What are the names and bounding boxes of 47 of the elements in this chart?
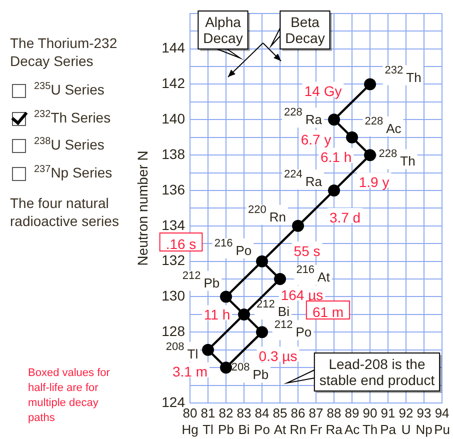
- text: The four natural radioactive series: [10, 194, 119, 229]
- annotation: 11 h: [204, 306, 230, 323]
- x-tick-label: 87 Fr: [308, 406, 324, 437]
- text: Boxed values for half-life are for multiple decay paths: [28, 366, 111, 426]
- x-tick-label: 88 Ra: [326, 406, 344, 437]
- y-tick-label: 142: [162, 75, 186, 92]
- x-tick-label: 83 Bi: [236, 406, 252, 437]
- annotation: .16 s: [166, 236, 196, 252]
- y-tick-label: 136: [162, 181, 186, 198]
- annotation: 228Ac: [364, 115, 402, 136]
- y-tick-label: 134: [162, 216, 186, 233]
- x-tick-label: 92 U: [398, 406, 414, 437]
- y-tick-label: 128: [162, 323, 186, 340]
- x-tick-label: 93 Np: [416, 406, 432, 437]
- annotation: Lead-208 is the stable end product: [319, 356, 435, 388]
- annotation: 228Th: [378, 148, 416, 169]
- text: $^{237}$Np Series: [34, 162, 112, 182]
- annotation: 14 Gy: [304, 83, 342, 100]
- x-tick-label: 94 Pu: [434, 406, 450, 437]
- annotation: 6.1 h: [320, 149, 352, 166]
- x-tick-label: 86 Rn: [290, 406, 306, 437]
- x-tick-label: 91 Pa: [380, 406, 397, 437]
- x-tick-label: 84 Po: [254, 406, 270, 437]
- y-tick-label: 130: [162, 288, 186, 304]
- y-axis-title: Neutron number N: [134, 150, 150, 266]
- y-tick-label: 132: [162, 252, 186, 268]
- annotation: 6.7 y: [300, 132, 332, 148]
- annotation: Alpha Decay: [203, 14, 243, 46]
- y-tick-label: 144: [162, 40, 186, 56]
- text: $^{235}$U Series: [34, 80, 104, 99]
- text: $^{238}$U Series: [34, 135, 104, 154]
- x-tick-label: 82 Pb: [218, 406, 234, 437]
- annotation: 55 s: [294, 242, 320, 259]
- annotation: 3.7 d: [329, 209, 361, 226]
- y-tick-label: 138: [162, 146, 186, 162]
- text: $^{232}$Th Series: [34, 108, 111, 126]
- annotation: 0.3 µs: [258, 348, 298, 364]
- x-tick-label: 81 Tl: [200, 406, 216, 437]
- annotation: 61 m: [312, 304, 344, 320]
- annotation: Beta Decay: [285, 14, 325, 46]
- x-tick-label: 90 Th: [362, 406, 378, 437]
- text: The Thorium-232 Decay Series: [10, 34, 118, 70]
- annotation: 1.9 y: [358, 174, 390, 190]
- annotation: 3.1 m: [172, 364, 208, 380]
- x-tick-label: 85 At: [272, 406, 288, 437]
- y-tick-label: 140: [162, 110, 186, 127]
- x-tick-label: 89 Ac: [344, 406, 360, 437]
